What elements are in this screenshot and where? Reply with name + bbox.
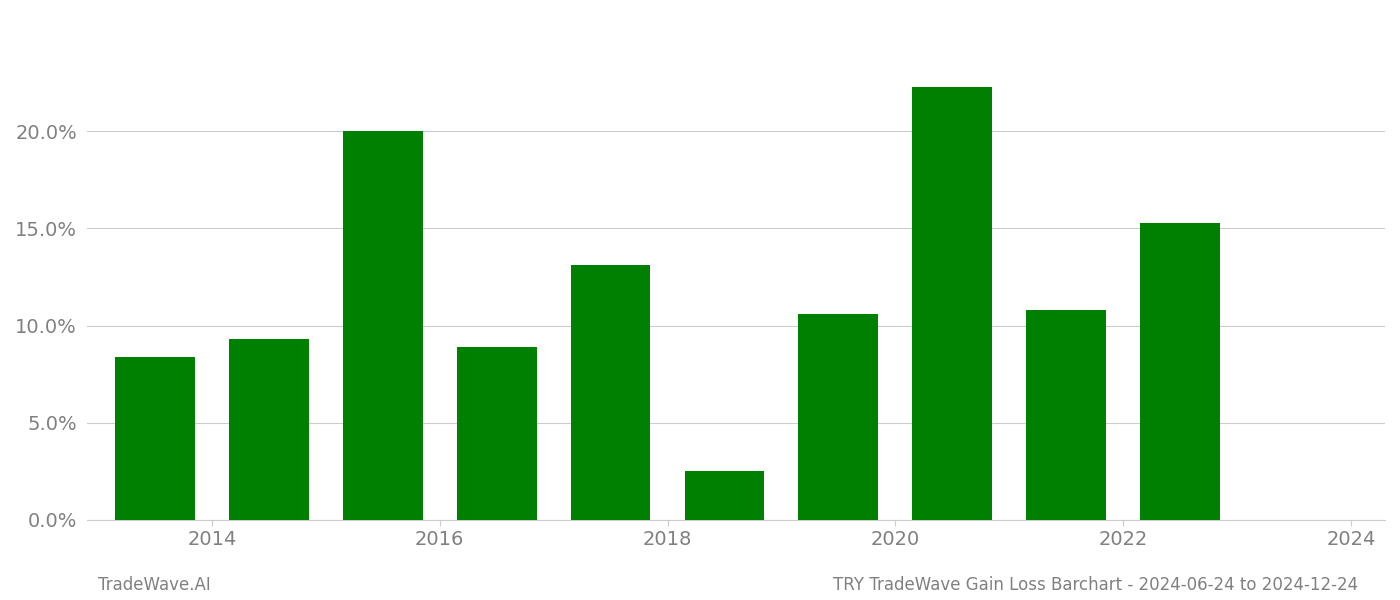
Text: TRY TradeWave Gain Loss Barchart - 2024-06-24 to 2024-12-24: TRY TradeWave Gain Loss Barchart - 2024-… [833,576,1358,594]
Bar [571,265,651,520]
Bar [798,314,878,520]
Text: TradeWave.AI: TradeWave.AI [98,576,211,594]
Bar [1140,223,1219,520]
Bar [456,347,536,520]
Bar [230,339,309,520]
Bar [913,87,993,520]
Bar [343,131,423,520]
Bar [1026,310,1106,520]
Bar [115,356,195,520]
Bar [685,471,764,520]
